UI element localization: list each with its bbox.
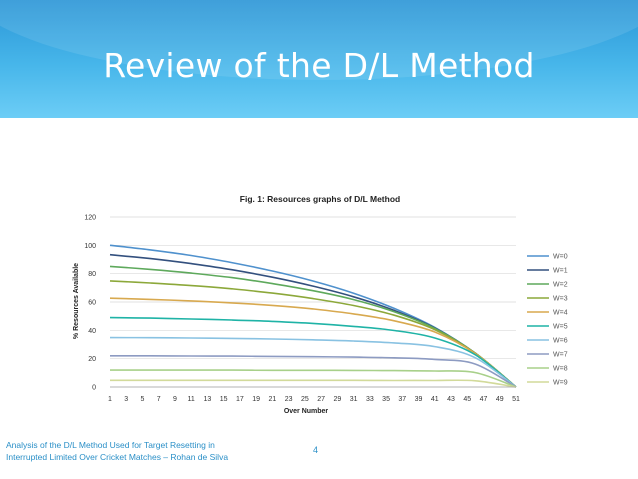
legend-label-w1: W=1	[553, 268, 568, 275]
x-tick-label: 27	[317, 396, 325, 403]
x-tick-label: 3	[124, 396, 128, 403]
y-tick-label: 20	[88, 356, 96, 363]
slide-title: Review of the D/L Method	[103, 46, 535, 85]
x-tick-label: 19	[252, 396, 260, 403]
x-tick-label: 51	[512, 396, 520, 403]
series-line-w8	[110, 369, 517, 388]
legend-label-w9: W=9	[553, 380, 568, 387]
x-tick-label: 49	[496, 396, 504, 403]
chart-legend: W=0 W=1 W=2 W=3 W=4 W=5 W=6 W=7 W=8 W=9	[527, 254, 568, 387]
x-tick-label: 5	[141, 396, 145, 403]
legend-label-w3: W=3	[553, 296, 568, 303]
x-tick-label: 39	[415, 396, 423, 403]
series-line-w1	[109, 253, 517, 388]
x-tick-label: 47	[480, 396, 488, 403]
legend-label-w6: W=6	[553, 338, 568, 345]
x-tick-label: 23	[285, 396, 293, 403]
x-tick-label: 7	[157, 396, 161, 403]
footer: Analysis of the D/L Method Used for Targ…	[6, 439, 266, 463]
x-tick-label: 37	[398, 396, 406, 403]
x-tick-label: 43	[447, 396, 455, 403]
legend-label-w0: W=0	[553, 254, 568, 261]
series-line-w0	[109, 244, 517, 388]
x-tick-label: 9	[173, 396, 177, 403]
x-tick-label: 25	[301, 396, 309, 403]
x-tick-label: 11	[188, 396, 195, 403]
chart-title: Fig. 1: Resources graphs of D/L Method	[240, 194, 400, 204]
x-tick-label: 31	[350, 396, 358, 403]
legend-label-w7: W=7	[553, 352, 568, 359]
legend-label-w2: W=2	[553, 282, 568, 289]
x-tick-label: 29	[333, 396, 341, 403]
legend-label-w8: W=8	[553, 366, 568, 373]
legend-label-w4: W=4	[553, 310, 568, 317]
chart-series	[109, 244, 517, 388]
x-tick-label: 41	[431, 396, 439, 403]
x-tick-label: 17	[236, 396, 244, 403]
x-tick-label: 35	[382, 396, 390, 403]
y-tick-label: 40	[88, 328, 96, 335]
y-axis-label: % Resources Available	[73, 263, 80, 339]
series-line-w7	[109, 354, 517, 388]
series-line-w4	[109, 297, 517, 388]
x-tick-label: 15	[220, 396, 228, 403]
x-tick-label: 45	[463, 396, 471, 403]
footer-line-2: Interrupted Limited Over Cricket Matches…	[6, 452, 229, 462]
footer-line-1: Analysis of the D/L Method Used for Targ…	[6, 440, 215, 450]
x-tick-label: 21	[269, 396, 277, 403]
x-tick-label: 1	[108, 396, 112, 403]
legend-label-w5: W=5	[553, 324, 568, 331]
y-tick-label: 0	[92, 385, 96, 392]
series-line-w5	[109, 316, 517, 388]
x-axis-label: Over Number	[284, 408, 329, 415]
series-line-w3	[109, 280, 517, 388]
title-banner: Review of the D/L Method	[0, 0, 638, 118]
y-tick-label: 80	[88, 271, 96, 278]
series-line-w9	[110, 379, 517, 388]
page-number: 4	[313, 445, 319, 455]
x-tick-label: 33	[366, 396, 374, 403]
chart-gridlines	[110, 216, 516, 360]
y-tick-label: 120	[84, 215, 96, 222]
y-tick-label: 100	[84, 243, 96, 250]
x-tick-label: 13	[204, 396, 212, 403]
series-line-w6	[109, 336, 517, 388]
y-tick-label: 60	[88, 300, 96, 307]
